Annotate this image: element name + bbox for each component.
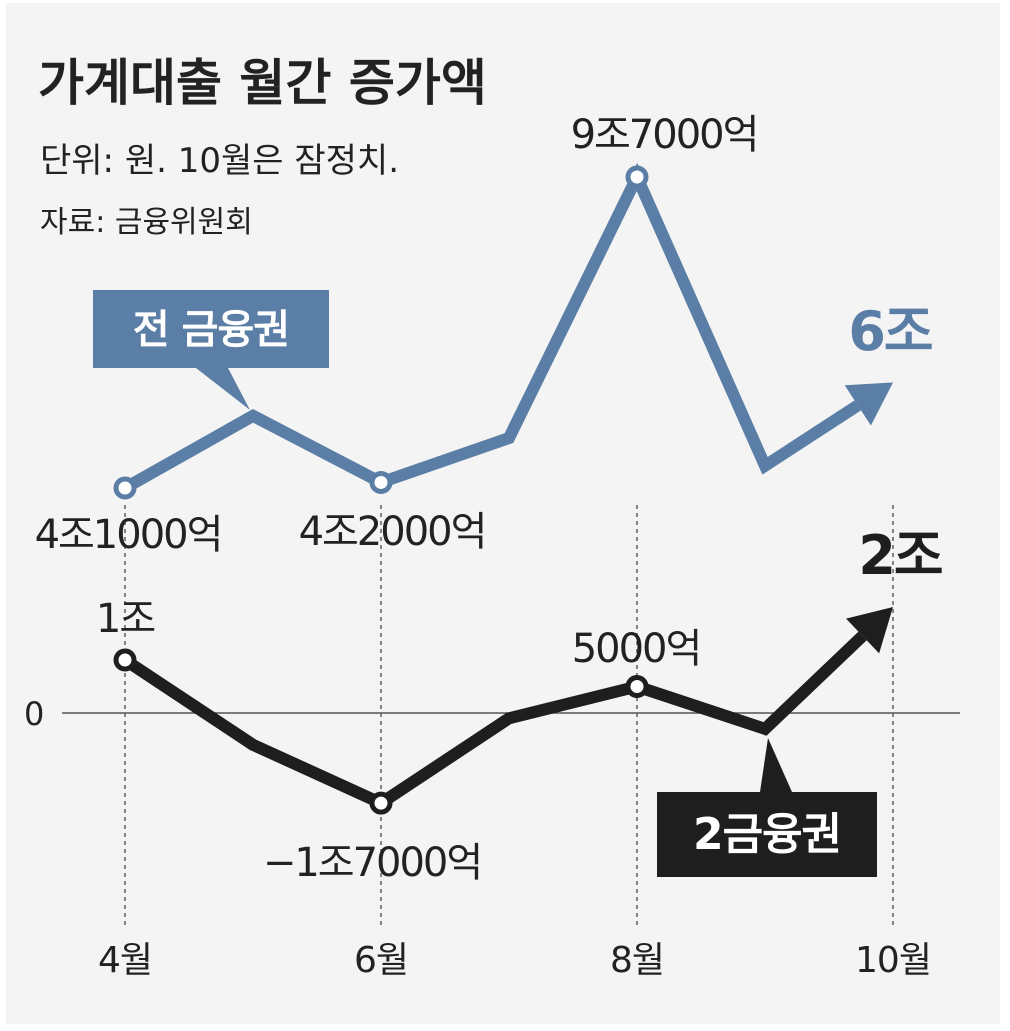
unit-note: 단위: 원. 10월은 잠정치.	[40, 141, 399, 181]
x-axis-ticks: 4월 6월 8월 10월	[98, 940, 932, 981]
value-label: 6조	[848, 300, 932, 363]
series-arrowhead-2	[846, 607, 893, 654]
value-label: 4조1000억	[35, 512, 222, 558]
series-tag-label-1: 전 금융권	[133, 307, 289, 353]
series-lines	[121, 162, 893, 810]
x-tick-label: 10월	[855, 940, 931, 981]
data-point	[113, 476, 137, 500]
data-point	[369, 470, 393, 494]
x-tick-label: 4월	[98, 940, 152, 981]
data-point	[625, 165, 649, 189]
zero-label: 0	[24, 695, 44, 733]
value-labels: 4조1000억 4조2000억 9조7000억 6조 1조 −1조7000억 5000억 2조	[35, 112, 944, 886]
series-points	[113, 165, 649, 815]
series-line-2	[121, 631, 867, 810]
x-tick-label: 8월	[610, 940, 664, 981]
vertical-guides	[124, 505, 894, 925]
value-label: 1조	[96, 596, 154, 642]
value-label: 2조	[858, 524, 942, 587]
value-label: −1조7000억	[263, 840, 481, 886]
data-point	[369, 791, 393, 815]
series-tag-label-2: 2금융권	[693, 809, 841, 860]
data-point	[113, 648, 137, 672]
series-tags: 전 금융권 2금융권	[93, 290, 877, 877]
value-label: 5000억	[572, 626, 701, 672]
series-arrowhead-1	[844, 382, 893, 426]
value-label: 4조2000억	[299, 509, 486, 555]
chart-title: 가계대출 월간 증가액	[38, 54, 487, 112]
series-tag-pointer-1	[196, 368, 250, 410]
value-label: 9조7000억	[571, 112, 758, 158]
series-tag-pointer-2	[760, 738, 792, 792]
series-tag-box-1	[93, 290, 329, 368]
data-point	[625, 675, 649, 698]
source-note: 자료: 금융위원회	[40, 205, 253, 240]
series-line-1	[122, 162, 862, 494]
x-tick-label: 6월	[354, 940, 408, 981]
series-tag-box-2	[657, 792, 877, 877]
